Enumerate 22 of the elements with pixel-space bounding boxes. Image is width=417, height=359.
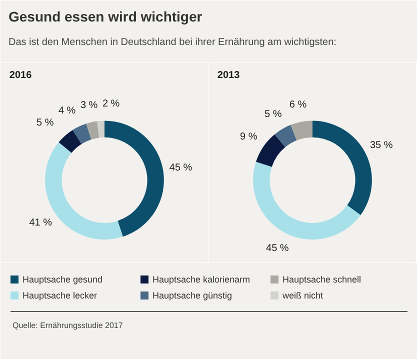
legend-label: weiß nicht	[282, 290, 324, 300]
data-label: 5 %	[264, 108, 282, 120]
legend-label: Hauptsache schnell	[282, 274, 362, 284]
data-label: 41 %	[29, 218, 52, 229]
data-label: 3 %	[80, 100, 98, 112]
chart-title: Gesund essen wird wichtiger	[8, 8, 203, 24]
source-note: Quelle: Ernährungsstudie 2017	[12, 321, 124, 330]
data-label: 6 %	[289, 100, 307, 111]
slice-label: 2016	[9, 70, 32, 81]
slice-label: 2013	[217, 70, 240, 81]
chart-subtitle: Das ist den Menschen in Deutschland bei ihrer Ernährung am wichtigsten:	[8, 37, 336, 48]
data-label: 9 %	[240, 132, 258, 143]
data-label: 5 %	[36, 117, 54, 128]
data-label: 35 %	[370, 140, 393, 151]
legend-label: Hauptsache gesund	[22, 274, 103, 284]
legend-label: Hauptsache lecker	[22, 290, 98, 300]
data-label: 45 %	[169, 162, 192, 174]
data-label: 4 %	[58, 105, 76, 116]
data-label: 2 %	[102, 98, 120, 110]
legend-label: Hauptsache günstig	[152, 290, 232, 300]
legend-label: Hauptsache kalorienarm	[152, 274, 250, 284]
data-label: 45 %	[266, 242, 289, 254]
